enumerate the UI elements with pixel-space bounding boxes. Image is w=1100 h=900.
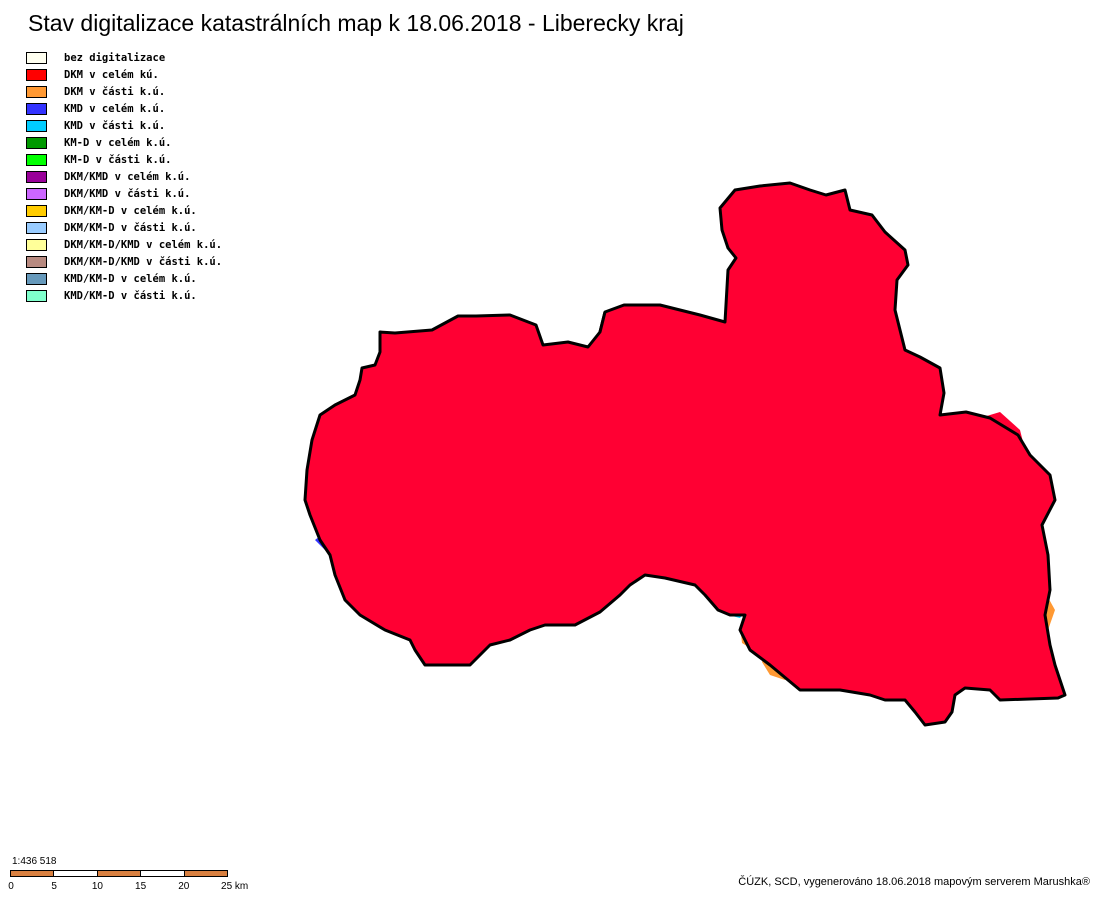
scale-tick-label: 10 [92,881,103,892]
scale-tick-label: 15 [135,881,146,892]
scale-segment [11,871,54,876]
scale-tick-label: 5 [51,881,57,892]
scale-segment [141,871,184,876]
scale-tick-label: 20 [178,881,189,892]
scale-tick-label: 25 km [221,881,248,892]
scale-segment [185,871,227,876]
region-border [305,183,1065,725]
scale-segment [98,871,141,876]
scale-tick-label: 0 [8,881,14,892]
scale-segment [54,871,97,876]
scale-ratio: 1:436 518 [12,856,57,867]
credit-text: ČÚZK, SCD, vygenerováno 18.06.2018 mapov… [738,876,1090,888]
scale-bar [10,870,228,877]
